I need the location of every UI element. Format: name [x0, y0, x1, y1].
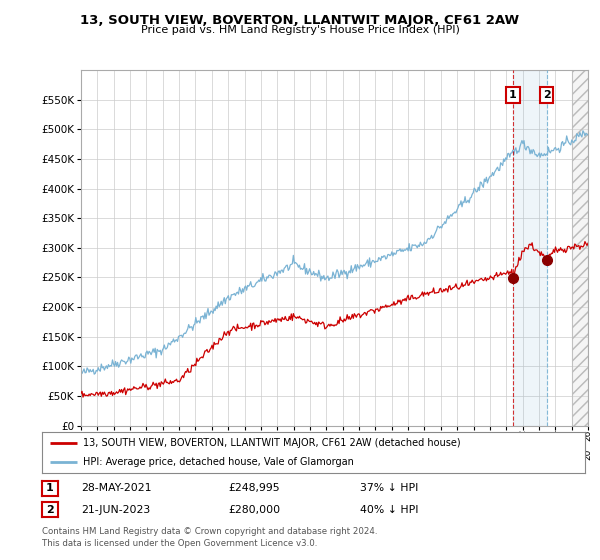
Text: Price paid vs. HM Land Registry's House Price Index (HPI): Price paid vs. HM Land Registry's House … [140, 25, 460, 35]
Text: 06: 06 [256, 429, 265, 441]
Text: 02: 02 [191, 429, 200, 441]
Text: 20: 20 [436, 449, 445, 460]
Text: 20: 20 [469, 449, 478, 460]
Text: 37% ↓ HPI: 37% ↓ HPI [360, 483, 418, 493]
Text: 2: 2 [46, 505, 53, 515]
Text: 15: 15 [404, 429, 413, 441]
Text: 19: 19 [109, 449, 118, 460]
Text: 20: 20 [256, 449, 265, 460]
Text: 26: 26 [583, 429, 593, 441]
Text: 40% ↓ HPI: 40% ↓ HPI [360, 505, 419, 515]
Text: 18: 18 [452, 429, 461, 441]
Text: 24: 24 [551, 429, 560, 440]
Text: £248,995: £248,995 [228, 483, 280, 493]
Text: 20: 20 [158, 449, 167, 460]
Text: 11: 11 [338, 429, 347, 441]
Bar [513, 70, 547, 426]
Text: 20: 20 [583, 449, 593, 460]
Text: 20: 20 [175, 449, 184, 460]
Text: 20: 20 [485, 429, 494, 441]
Text: 14: 14 [387, 429, 396, 441]
Text: 13, SOUTH VIEW, BOVERTON, LLANTWIT MAJOR, CF61 2AW: 13, SOUTH VIEW, BOVERTON, LLANTWIT MAJOR… [80, 14, 520, 27]
Text: 23: 23 [535, 429, 544, 441]
Text: 22: 22 [518, 429, 527, 440]
Text: 28-MAY-2021: 28-MAY-2021 [81, 483, 151, 493]
Text: 96: 96 [93, 429, 102, 441]
Text: 20: 20 [485, 449, 494, 460]
Text: 1: 1 [46, 483, 53, 493]
Bar [572, 70, 588, 426]
Text: 05: 05 [240, 429, 249, 441]
Text: 20: 20 [224, 449, 233, 460]
Text: 19: 19 [125, 449, 134, 460]
Text: 20: 20 [404, 449, 413, 460]
Text: 07: 07 [273, 429, 282, 441]
Text: 20: 20 [338, 449, 347, 460]
Text: This data is licensed under the Open Government Licence v3.0.: This data is licensed under the Open Gov… [42, 539, 317, 548]
Text: 20: 20 [191, 449, 200, 460]
Text: 20: 20 [452, 449, 461, 460]
Text: 00: 00 [158, 429, 167, 441]
Text: Contains HM Land Registry data © Crown copyright and database right 2024.: Contains HM Land Registry data © Crown c… [42, 528, 377, 536]
Text: 20: 20 [322, 449, 331, 460]
Text: 12: 12 [355, 429, 364, 441]
Text: 09: 09 [305, 429, 314, 441]
Text: 98: 98 [125, 429, 134, 441]
Text: 20: 20 [551, 449, 560, 460]
Text: 20: 20 [535, 449, 544, 460]
Text: 20: 20 [240, 449, 249, 460]
Text: 13, SOUTH VIEW, BOVERTON, LLANTWIT MAJOR, CF61 2AW (detached house): 13, SOUTH VIEW, BOVERTON, LLANTWIT MAJOR… [83, 438, 460, 449]
Text: 01: 01 [175, 429, 184, 441]
Text: £280,000: £280,000 [228, 505, 280, 515]
Text: 16: 16 [420, 429, 429, 441]
Text: 19: 19 [469, 429, 478, 441]
Text: 13: 13 [371, 429, 380, 441]
Text: 1: 1 [509, 90, 517, 100]
Text: 20: 20 [305, 449, 314, 460]
Text: 20: 20 [208, 449, 217, 460]
Bar [572, 70, 588, 426]
Text: 20: 20 [355, 449, 364, 460]
Text: 20: 20 [567, 449, 576, 460]
Text: 20: 20 [273, 449, 282, 460]
Text: 19: 19 [77, 449, 86, 460]
Text: 20: 20 [420, 449, 429, 460]
Bar [572, 70, 588, 426]
Text: 95: 95 [77, 429, 86, 441]
Text: 20: 20 [387, 449, 396, 460]
Text: 08: 08 [289, 429, 298, 441]
Text: 21-JUN-2023: 21-JUN-2023 [81, 505, 150, 515]
Text: 21: 21 [502, 429, 511, 441]
Text: 10: 10 [322, 429, 331, 441]
Text: 97: 97 [109, 429, 118, 441]
Text: 25: 25 [567, 429, 576, 441]
Text: 19: 19 [142, 449, 151, 460]
Text: 99: 99 [142, 429, 151, 441]
Text: 19: 19 [93, 449, 102, 460]
Text: HPI: Average price, detached house, Vale of Glamorgan: HPI: Average price, detached house, Vale… [83, 457, 353, 467]
Text: 03: 03 [208, 429, 217, 441]
Text: 20: 20 [502, 449, 511, 460]
Text: 20: 20 [289, 449, 298, 460]
Text: 04: 04 [224, 429, 233, 441]
Text: 17: 17 [436, 429, 445, 441]
Text: 2: 2 [543, 90, 550, 100]
Text: 20: 20 [518, 449, 527, 460]
Text: 20: 20 [371, 449, 380, 460]
